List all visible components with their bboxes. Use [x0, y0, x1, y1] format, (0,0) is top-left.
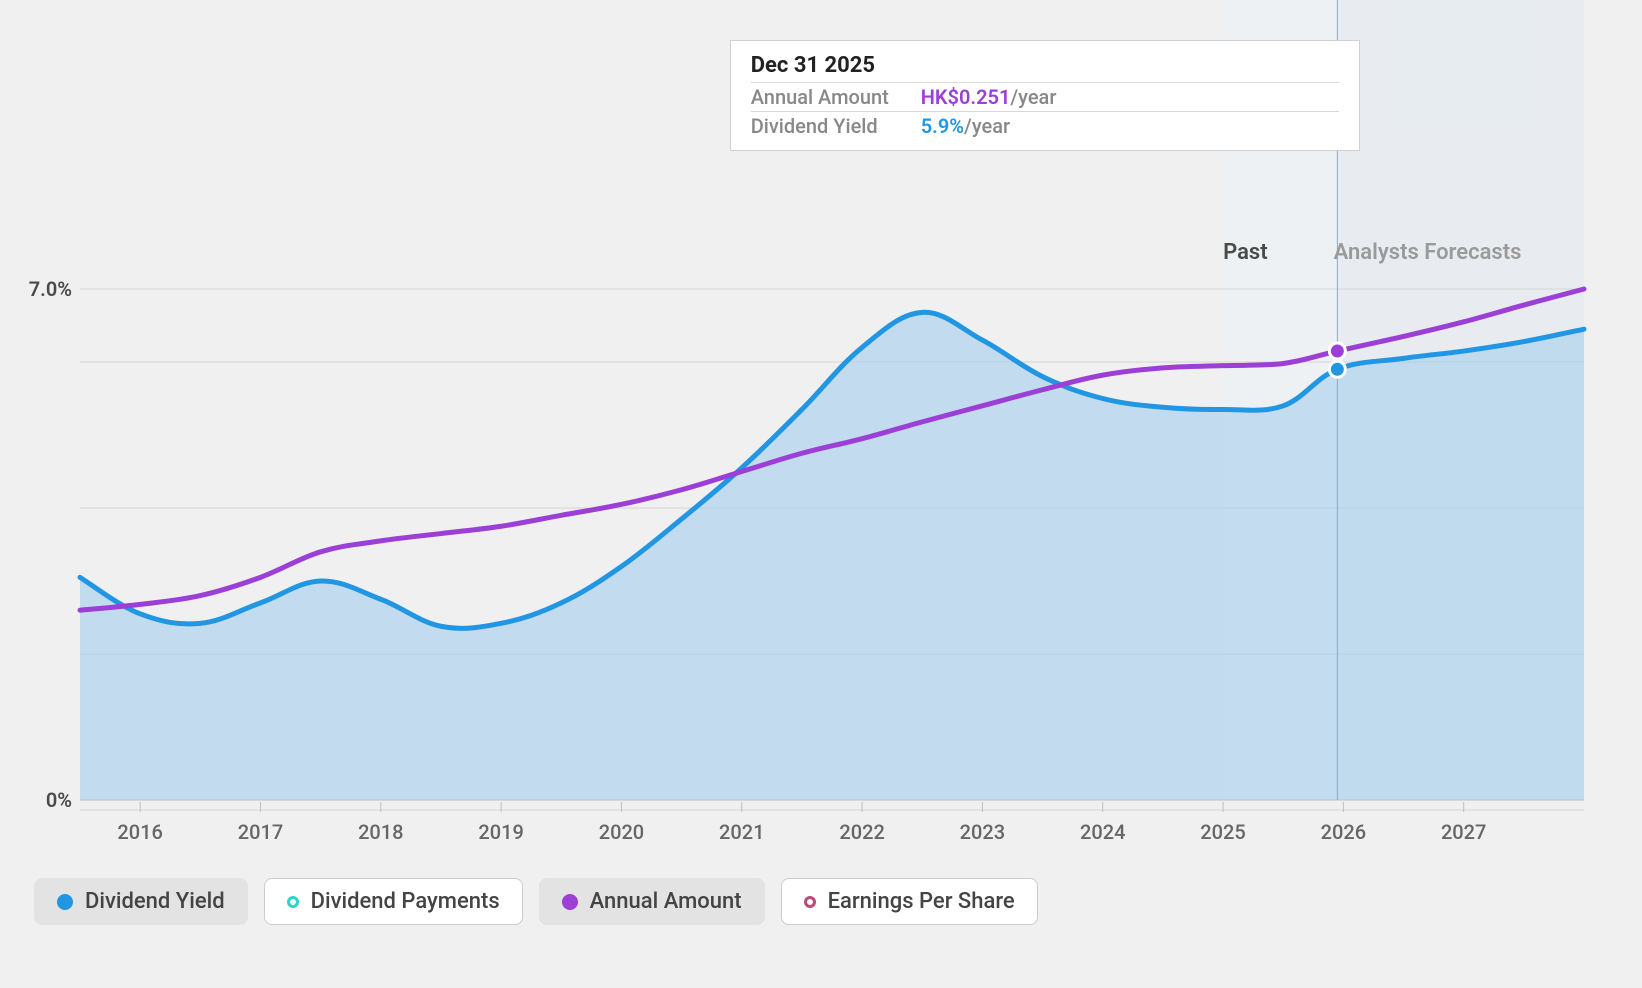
legend-item-dividend-payments[interactable]: Dividend Payments: [264, 878, 523, 925]
y-tick-label: 0%: [46, 788, 72, 812]
x-tick-label: 2018: [358, 820, 403, 844]
tooltip-row: Dividend Yield5.9%/year: [751, 111, 1339, 140]
x-tick-label: 2025: [1200, 820, 1245, 844]
x-tick-label: 2020: [599, 820, 644, 844]
legend-item-label: Dividend Yield: [85, 889, 225, 914]
tooltip-row-value: 5.9%: [921, 114, 964, 138]
legend-item-label: Dividend Payments: [311, 889, 500, 914]
chart-tooltip: Dec 31 2025 Annual AmountHK$0.251/yearDi…: [730, 40, 1360, 151]
x-tick-label: 2019: [478, 820, 523, 844]
legend-item-earnings-per-share[interactable]: Earnings Per Share: [781, 878, 1038, 925]
legend-marker-icon: [287, 896, 299, 908]
tooltip-row-unit: /year: [1010, 85, 1056, 109]
legend-item-label: Earnings Per Share: [828, 889, 1015, 914]
past-label: Past: [1223, 240, 1268, 265]
x-tick-label: 2023: [960, 820, 1005, 844]
legend-item-dividend-yield[interactable]: Dividend Yield: [34, 878, 248, 925]
legend-item-label: Annual Amount: [590, 889, 742, 914]
y-tick-label: 7.0%: [29, 277, 72, 301]
forecast-label: Analysts Forecasts: [1334, 240, 1522, 265]
dividend-chart: 0% 7.0% 2016 2017 2018 2019 2020 2021 2022 2023 2…: [0, 0, 1642, 988]
x-tick-label: 2026: [1321, 820, 1366, 844]
dividend-yield-marker: [1329, 361, 1345, 377]
chart-legend: Dividend Yield Dividend Payments Annual Am…: [34, 878, 1038, 925]
legend-marker-icon: [804, 896, 816, 908]
x-tick-label: 2022: [839, 820, 884, 844]
tooltip-row: Annual AmountHK$0.251/year: [751, 82, 1339, 111]
legend-item-annual-amount[interactable]: Annual Amount: [539, 878, 765, 925]
tooltip-row-label: Annual Amount: [751, 85, 921, 109]
tooltip-row-unit: /year: [964, 114, 1010, 138]
x-tick-label: 2017: [238, 820, 283, 844]
legend-marker-icon: [562, 894, 578, 910]
x-tick-label: 2024: [1080, 820, 1125, 844]
x-tick-label: 2021: [719, 820, 764, 844]
legend-marker-icon: [57, 894, 73, 910]
tooltip-title: Dec 31 2025: [751, 53, 1339, 82]
tooltip-row-label: Dividend Yield: [751, 114, 921, 138]
x-tick-label: 2016: [117, 820, 162, 844]
tooltip-row-value: HK$0.251: [921, 85, 1011, 109]
x-tick-label: 2027: [1441, 820, 1486, 844]
annual-amount-marker: [1329, 343, 1345, 359]
